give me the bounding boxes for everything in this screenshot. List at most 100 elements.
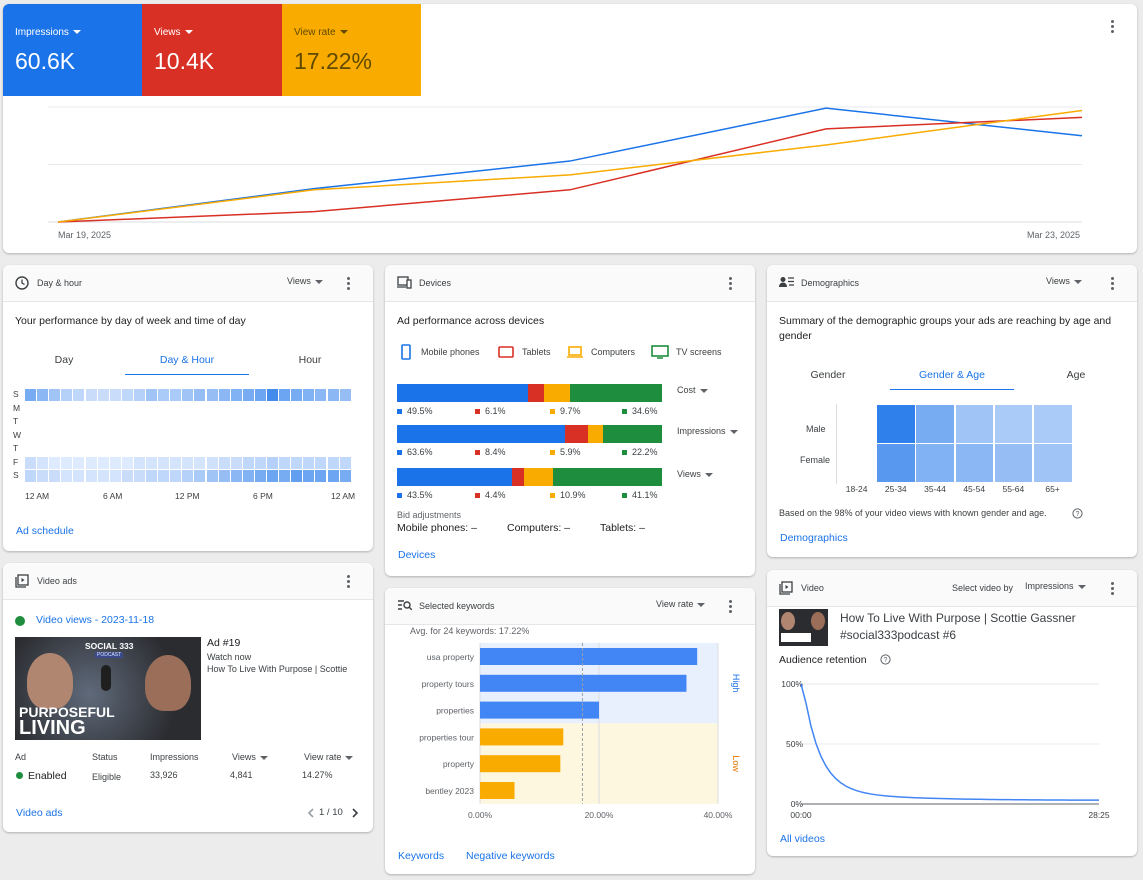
tab-gender-age[interactable]: Gender & Age bbox=[890, 368, 1014, 390]
heatmap-cell bbox=[121, 389, 133, 402]
video-thumbnail[interactable] bbox=[779, 609, 828, 646]
legend-swatch bbox=[622, 493, 627, 499]
col-ad: Ad bbox=[15, 752, 27, 762]
bid-mobile-phones: Mobile phones: – bbox=[397, 522, 477, 534]
heatmap-cell bbox=[109, 443, 121, 456]
video-ads-link[interactable]: Video ads bbox=[16, 807, 63, 819]
series-line-impressions[interactable] bbox=[57, 107, 1083, 223]
heatmap-cell bbox=[218, 443, 230, 456]
heatmap-cell bbox=[133, 402, 145, 415]
tab-age[interactable]: Age bbox=[1066, 369, 1086, 381]
col-view-rate[interactable]: View rate bbox=[304, 752, 354, 762]
legend-swatch bbox=[397, 409, 402, 415]
age-label: 35-44 bbox=[924, 484, 946, 494]
metric-selector[interactable]: Impressions bbox=[677, 426, 738, 436]
heatmap-cell bbox=[327, 402, 339, 415]
keyword-bar[interactable] bbox=[480, 782, 515, 799]
chevron-left-icon[interactable] bbox=[307, 808, 315, 818]
chevron-right-icon[interactable] bbox=[351, 808, 359, 818]
metric-selector[interactable]: Views bbox=[677, 469, 713, 479]
tab-hour[interactable]: Hour bbox=[298, 354, 322, 366]
ad-schedule-link[interactable]: Ad schedule bbox=[16, 525, 74, 537]
video-metric-dropdown[interactable]: Impressions bbox=[1025, 581, 1086, 591]
more-options-icon[interactable] bbox=[1105, 582, 1119, 596]
demographics-note: Based on the 98% of your video views wit… bbox=[779, 508, 1047, 518]
video-thumbnail[interactable]: SOCIAL 333 PODCAST PURPOSEFUL LIVING bbox=[15, 637, 201, 740]
help-icon[interactable]: ? bbox=[1072, 508, 1083, 519]
percent-value: 6.1% bbox=[485, 406, 506, 416]
heatmap-cell bbox=[218, 389, 230, 402]
heatmap-cell bbox=[327, 470, 339, 483]
tab-day[interactable]: Day bbox=[54, 354, 74, 366]
tab-day-hour[interactable]: Day & Hour bbox=[125, 353, 249, 375]
heatmap-cell bbox=[146, 470, 158, 483]
overview-more-icon[interactable] bbox=[1105, 20, 1119, 34]
heatmap-cell bbox=[230, 389, 242, 402]
heatmap-cell bbox=[206, 456, 218, 469]
more-options-icon[interactable] bbox=[341, 575, 355, 589]
more-options-icon[interactable] bbox=[723, 277, 737, 291]
metric-dropdown[interactable]: Views bbox=[1046, 276, 1082, 286]
more-options-icon[interactable] bbox=[1105, 277, 1119, 291]
retention-line[interactable] bbox=[800, 683, 1100, 801]
video-views-campaign-link[interactable]: Video views - 2023-11-18 bbox=[36, 614, 155, 626]
watch-now-label[interactable]: Watch now bbox=[207, 652, 252, 662]
heatmap-cell bbox=[170, 389, 182, 402]
policy-status: Eligible bbox=[92, 772, 122, 782]
metric-dropdown[interactable]: Views bbox=[287, 276, 323, 286]
kpi-view-rate[interactable]: View rate 17.22% bbox=[282, 4, 421, 96]
age-label: 55-64 bbox=[1002, 484, 1025, 494]
heatmap-cell bbox=[158, 456, 170, 469]
y-tick-label: 50% bbox=[786, 739, 803, 749]
heatmap-cell bbox=[158, 416, 170, 429]
ad-number: Ad #19 bbox=[207, 637, 241, 649]
negative-keywords-link[interactable]: Negative keywords bbox=[466, 850, 555, 862]
series-line-views[interactable] bbox=[57, 116, 1083, 223]
legend-swatch bbox=[397, 493, 402, 499]
heatmap-cell bbox=[73, 389, 85, 402]
series-line-view-rate[interactable] bbox=[57, 109, 1083, 223]
keyword-bar[interactable] bbox=[480, 648, 698, 665]
heatmap-cell bbox=[877, 444, 915, 482]
heatmap-cell bbox=[242, 402, 254, 415]
heatmap-cell bbox=[25, 416, 37, 429]
metric-dropdown[interactable]: View rate bbox=[656, 599, 706, 609]
percent-value: 10.9% bbox=[560, 490, 586, 500]
chevron-down-icon bbox=[1073, 279, 1082, 284]
heatmap-cell bbox=[327, 389, 339, 402]
tab-gender[interactable]: Gender bbox=[810, 369, 846, 381]
keyword-bar[interactable] bbox=[480, 701, 599, 719]
kpi-impressions[interactable]: Impressions 60.6K bbox=[3, 4, 142, 96]
more-options-icon[interactable] bbox=[723, 600, 737, 614]
heatmap-cell bbox=[146, 456, 158, 469]
all-videos-link[interactable]: All videos bbox=[780, 833, 825, 845]
keyword-search-icon bbox=[398, 600, 413, 611]
heatmap-cell bbox=[146, 443, 158, 456]
metric-selector[interactable]: Cost bbox=[677, 385, 708, 395]
chevron-down-icon bbox=[259, 755, 268, 760]
keyword-bar[interactable] bbox=[480, 674, 687, 692]
heatmap-cell bbox=[73, 456, 85, 469]
demographics-link[interactable]: Demographics bbox=[780, 532, 848, 544]
video-library-icon bbox=[779, 581, 793, 595]
chevron-down-icon bbox=[184, 30, 193, 35]
more-options-icon[interactable] bbox=[341, 277, 355, 291]
keyword-bar[interactable] bbox=[480, 728, 564, 746]
help-icon[interactable]: ? bbox=[880, 654, 891, 665]
gender-female-label: Female bbox=[800, 455, 831, 465]
devices-link[interactable]: Devices bbox=[398, 549, 436, 561]
percent-value: 41.1% bbox=[632, 490, 658, 500]
keyword-bar[interactable] bbox=[480, 755, 561, 773]
heatmap-cell bbox=[49, 443, 61, 456]
heatmap-cell bbox=[109, 389, 121, 402]
heatmap-cell bbox=[133, 443, 145, 456]
heatmap-cell bbox=[49, 402, 61, 415]
kpi-views[interactable]: Views 10.4K bbox=[142, 4, 282, 96]
heatmap-cell bbox=[339, 402, 351, 415]
heatmap-cell bbox=[97, 429, 109, 442]
x-tick-label: 28:25 bbox=[1088, 810, 1110, 820]
keywords-link[interactable]: Keywords bbox=[398, 850, 445, 862]
col-views[interactable]: Views bbox=[232, 752, 268, 762]
bar-segment bbox=[512, 468, 525, 486]
heatmap-cell bbox=[49, 456, 61, 469]
